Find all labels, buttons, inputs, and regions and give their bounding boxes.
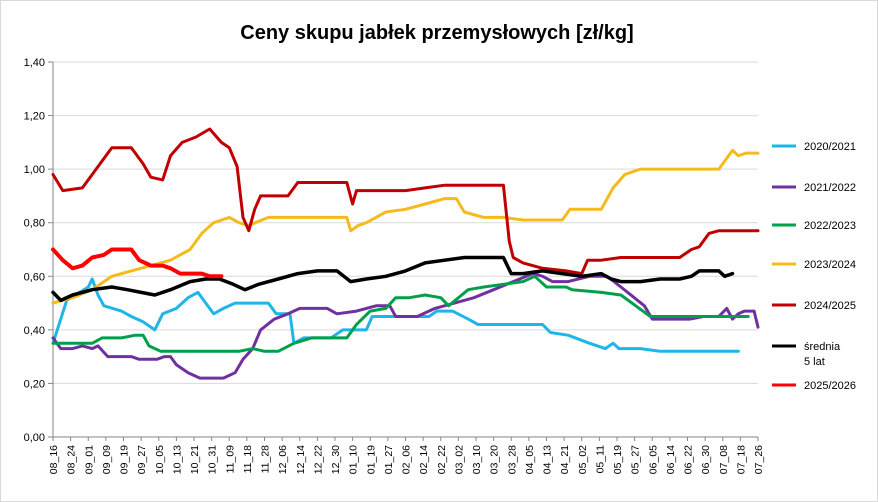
legend: 2020/2021 2021/2022 2022/2023 2023/2024 2024… xyxy=(772,141,856,392)
x-tick-label: 04_13 xyxy=(542,445,554,474)
x-tick-label: 12_14 xyxy=(295,445,307,474)
y-tick-label: 0,80 xyxy=(24,218,45,230)
y-tick-labels: 0,00 0,20 0,40 0,60 0,80 1,00 1,20 1,40 xyxy=(24,57,45,444)
x-tick-label: 10_31 xyxy=(207,445,219,474)
chart-title: Ceny skupu jabłek przemysłowych [zł/kg] xyxy=(240,22,633,44)
x-tick-labels: 08_16 08_24 09_01 09_09 09_19 09_27 10_05 10_13… xyxy=(48,445,765,474)
legend-label: 2024/2025 xyxy=(804,300,856,312)
x-tick-label: 03_10 xyxy=(471,445,483,474)
series-line-2023-2024 xyxy=(51,148,760,305)
x-tick-label: 03_02 xyxy=(453,445,465,474)
x-tick-label: 03_20 xyxy=(489,445,501,474)
legend-label: 2025/2026 xyxy=(804,380,856,392)
x-tick-label: 01_19 xyxy=(365,445,377,474)
series-line-2021-2022 xyxy=(51,272,760,380)
x-tick-label: 08_16 xyxy=(48,445,60,474)
x-tick-label: 12_22 xyxy=(312,445,324,474)
x-tick-label: 05_19 xyxy=(612,445,624,474)
legend-label: średnia 5 lat xyxy=(804,341,841,368)
x-tick-label: 12_06 xyxy=(277,445,289,474)
series-line--rednia-5-lat xyxy=(51,255,735,303)
legend-label: 2023/2024 xyxy=(804,259,856,271)
grid-layer xyxy=(48,61,759,441)
x-tick-label: 07_18 xyxy=(735,445,747,474)
x-tick-label: 06_14 xyxy=(665,445,677,474)
legend-label: 2021/2022 xyxy=(804,182,856,194)
x-tick-label: 01_10 xyxy=(348,445,360,474)
y-tick-label: 0,00 xyxy=(24,432,45,444)
x-tick-label: 08_24 xyxy=(66,445,78,474)
legend-label: 2020/2021 xyxy=(804,141,856,153)
x-tick-label: 02_14 xyxy=(418,445,430,474)
y-tick-label: 0,20 xyxy=(24,378,45,390)
y-tick-label: 1,20 xyxy=(24,111,45,123)
series-lines xyxy=(51,127,760,380)
y-tick-label: 0,40 xyxy=(24,325,45,337)
x-tick-label: 05_27 xyxy=(630,445,642,474)
x-tick-label: 10_21 xyxy=(189,445,201,474)
x-tick-label: 10_05 xyxy=(154,445,166,474)
x-tick-label: 12_30 xyxy=(330,445,342,474)
x-tick-label: 04_21 xyxy=(559,445,571,474)
x-tick-label: 05_02 xyxy=(577,445,589,474)
series-line-2024-2025 xyxy=(51,127,760,276)
y-tick-label: 0,60 xyxy=(24,271,45,283)
series-line-2025-2026 xyxy=(51,247,224,279)
series-line-2022-2023 xyxy=(51,274,750,353)
x-tick-label: 09_09 xyxy=(101,445,113,474)
x-tick-label: 04_05 xyxy=(524,445,536,474)
x-tick-label: 09_01 xyxy=(83,445,95,474)
x-tick-label: 05_11 xyxy=(594,445,606,474)
y-tick-label: 1,00 xyxy=(24,164,45,176)
x-tick-label: 06_22 xyxy=(683,445,695,474)
x-tick-label: 01_27 xyxy=(383,445,395,474)
legend-label: 2022/2023 xyxy=(804,220,856,232)
x-tick-label: 07_26 xyxy=(753,445,765,474)
series-line-2020-2021 xyxy=(51,277,740,353)
x-tick-label: 11_28 xyxy=(260,445,272,474)
x-tick-label: 03_28 xyxy=(506,445,518,474)
x-tick-label: 09_19 xyxy=(119,445,131,474)
x-tick-label: 10_13 xyxy=(171,445,183,474)
x-tick-label: 11_18 xyxy=(242,445,254,474)
x-tick-label: 06_30 xyxy=(700,445,712,474)
x-tick-label: 11_09 xyxy=(224,445,236,474)
x-tick-label: 06_05 xyxy=(647,445,659,474)
x-tick-label: 07_08 xyxy=(718,445,730,474)
y-tick-label: 1,40 xyxy=(24,57,45,69)
x-tick-label: 02_06 xyxy=(401,445,413,474)
x-tick-label: 02_22 xyxy=(436,445,448,474)
x-tick-label: 09_27 xyxy=(136,445,148,474)
